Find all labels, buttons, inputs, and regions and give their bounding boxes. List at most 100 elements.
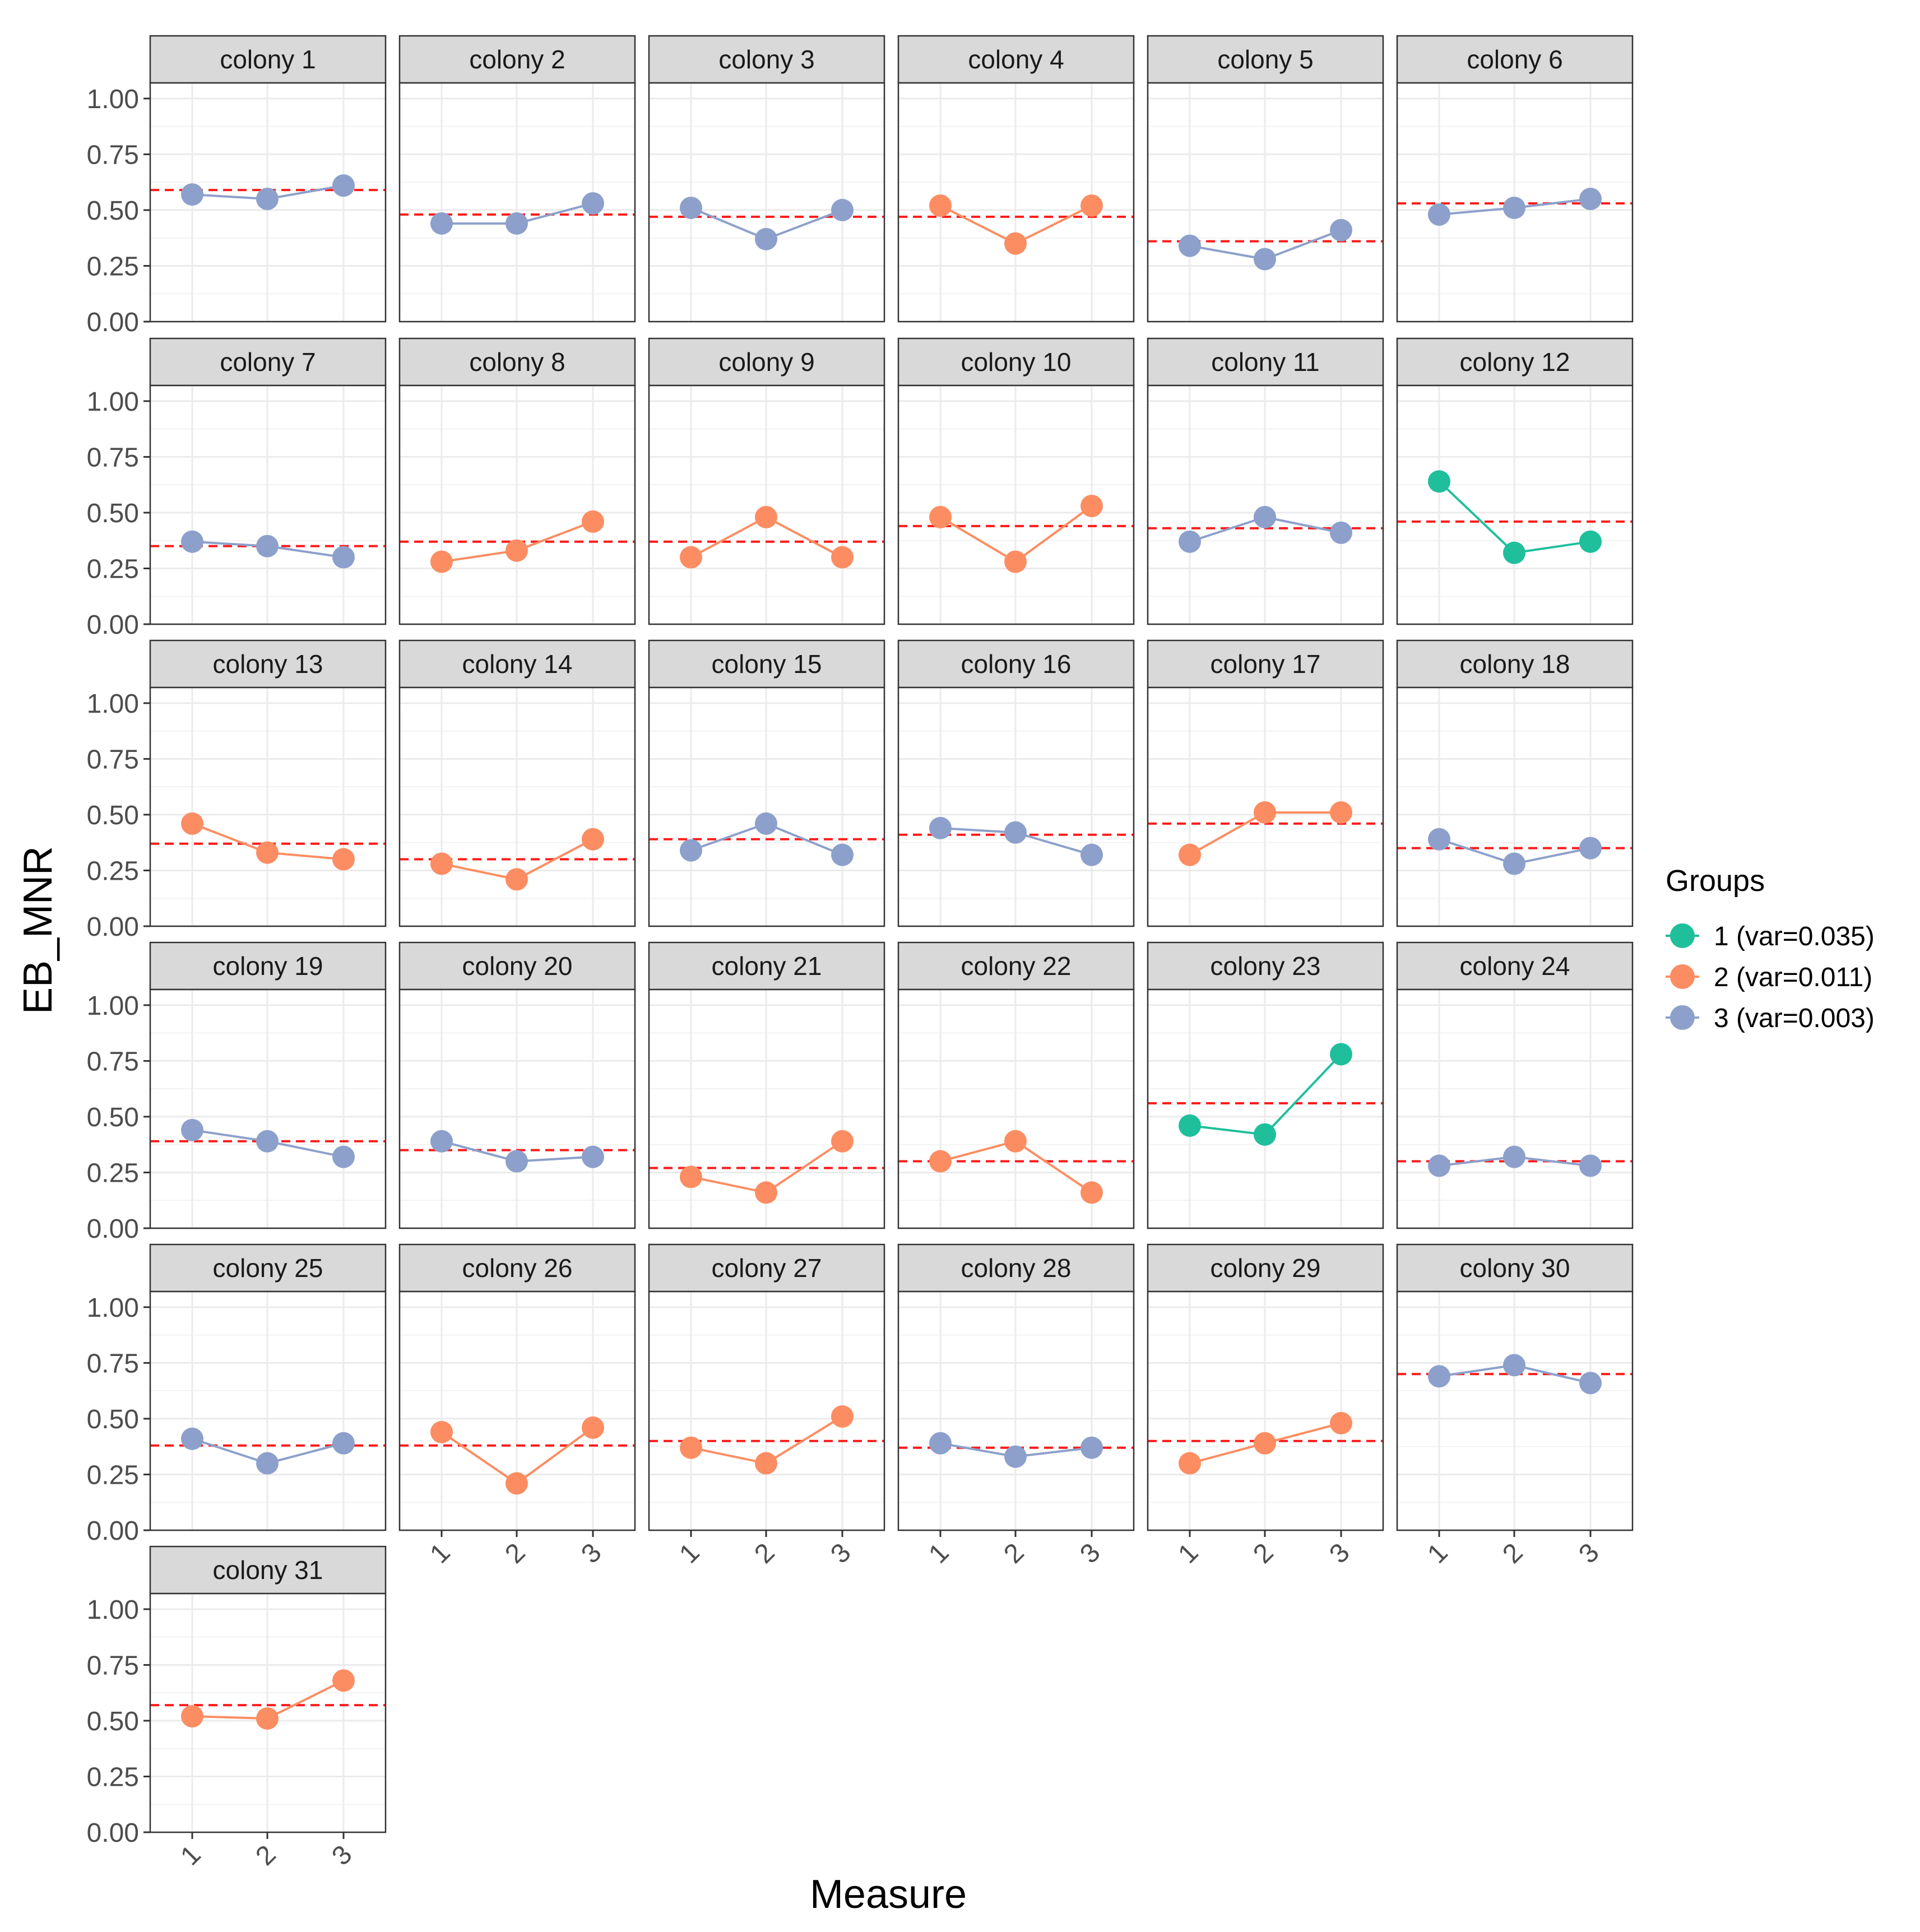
facet-strip — [648, 1243, 885, 1293]
facet-panel: colony 7 0.00 0.25 0.50 0.75 1.00 — [87, 337, 387, 640]
y-tick-label: 1.00 — [87, 387, 139, 417]
y-tick-label: 0.75 — [87, 1651, 139, 1680]
data-point — [256, 1130, 279, 1153]
facet-strip-label: colony 24 — [1460, 951, 1570, 981]
facet-strip — [648, 337, 885, 387]
y-tick-label: 1.00 — [87, 1595, 139, 1625]
facet-strip-label: colony 10 — [961, 347, 1072, 377]
data-point — [1330, 219, 1352, 242]
facet-strip-label: colony 31 — [213, 1555, 323, 1585]
panel-border — [897, 686, 1135, 927]
legend: Groups 1 (var=0.035) 2 (var=0.011) 3 (var=0… — [1666, 864, 1875, 1033]
panel-border — [149, 82, 387, 323]
data-point — [1004, 232, 1027, 255]
data-point — [1330, 1411, 1352, 1434]
facet-strip-label: colony 29 — [1211, 1253, 1321, 1283]
data-point — [1428, 1154, 1450, 1177]
panel-border — [1396, 82, 1634, 323]
data-point — [582, 1145, 604, 1168]
panel-border — [1147, 384, 1384, 625]
data-point — [1579, 1372, 1602, 1395]
y-tick-label: 0.00 — [87, 610, 139, 640]
data-point — [1428, 1365, 1450, 1388]
facet-strip-label: colony 5 — [1217, 45, 1313, 74]
facet-strip-label: colony 7 — [220, 347, 316, 377]
data-point — [1080, 194, 1103, 217]
facet-strip — [897, 1243, 1135, 1293]
data-point — [430, 1130, 453, 1153]
y-tick-label: 0.00 — [87, 1214, 139, 1244]
facet-strip — [149, 639, 387, 689]
facet-panel: colony 14 — [398, 639, 636, 927]
panel-border — [1147, 686, 1384, 927]
x-tick-label: 2 — [250, 1840, 281, 1871]
data-point — [1254, 1432, 1276, 1455]
data-point — [1004, 1445, 1027, 1468]
x-tick-label: 3 — [576, 1538, 607, 1569]
x-tick-label: 2 — [998, 1538, 1029, 1569]
facet-strip-label: colony 18 — [1460, 649, 1570, 679]
y-tick-label: 1.00 — [87, 1293, 139, 1323]
y-tick-label: 0.50 — [87, 1405, 139, 1434]
data-point — [1080, 1181, 1103, 1204]
y-tick-label: 1.00 — [87, 991, 139, 1021]
facet-strip — [1147, 639, 1384, 689]
data-point — [755, 1181, 777, 1204]
facet-strip — [398, 941, 636, 991]
facet-strip — [398, 639, 636, 689]
data-point — [755, 505, 777, 528]
data-point — [1254, 801, 1276, 824]
data-point — [505, 539, 528, 562]
facet-strip — [1147, 941, 1384, 991]
data-point — [181, 812, 203, 835]
data-point — [929, 1150, 952, 1173]
facet-panel: colony 24 — [1396, 941, 1634, 1229]
legend-key-point — [1670, 964, 1695, 989]
y-tick-label: 0.50 — [87, 196, 139, 226]
facet-panel: colony 9 — [648, 337, 885, 625]
panel-border — [1396, 384, 1634, 625]
data-point — [582, 1416, 604, 1439]
y-tick-label: 0.25 — [87, 1762, 139, 1792]
data-point — [1179, 234, 1201, 257]
data-point — [430, 212, 453, 235]
data-point — [831, 1405, 854, 1428]
data-point — [181, 530, 203, 553]
facet-panel: colony 25 0.00 0.25 0.50 0.75 1.00 — [87, 1243, 387, 1546]
data-point — [1330, 521, 1352, 544]
y-tick-label: 0.50 — [87, 1707, 139, 1736]
facet-strip-label: colony 14 — [462, 649, 573, 679]
facet-strip — [149, 1243, 387, 1293]
legend-key-point — [1670, 923, 1695, 948]
x-tick-label: 1 — [1422, 1538, 1453, 1569]
y-tick-label: 1.00 — [87, 85, 139, 114]
data-point — [831, 546, 854, 569]
facet-panel: colony 20 — [398, 941, 636, 1229]
x-tick-label: 1 — [424, 1538, 456, 1569]
data-point — [181, 1705, 203, 1727]
x-tick-label: 2 — [1247, 1538, 1279, 1569]
data-point — [755, 1452, 777, 1475]
data-point — [680, 1436, 702, 1459]
data-point — [831, 198, 854, 221]
facet-panel: colony 27 — [648, 1243, 885, 1531]
data-point — [755, 812, 777, 835]
data-point — [256, 1452, 279, 1475]
facet-panel: colony 15 — [648, 639, 885, 927]
facet-strip — [1396, 35, 1634, 84]
panel-border — [648, 686, 885, 927]
data-point — [1179, 530, 1201, 553]
facet-panel: colony 17 — [1147, 639, 1384, 927]
x-axis-layer: 1 2 3 1 2 3 1 2 3 1 2 3 1 2 3 1 2 3 — [175, 1530, 1605, 1871]
facet-strip — [149, 337, 387, 387]
facet-strip-label: colony 3 — [718, 45, 814, 74]
facet-strip-label: colony 12 — [1460, 347, 1570, 377]
data-point — [1503, 1354, 1525, 1377]
y-tick-label: 0.50 — [87, 499, 139, 528]
facet-strip — [398, 337, 636, 387]
data-point — [680, 839, 702, 862]
panel-border — [1396, 686, 1634, 927]
data-point — [1428, 828, 1450, 851]
y-tick-label: 1.00 — [87, 689, 139, 719]
data-point — [1254, 505, 1276, 528]
